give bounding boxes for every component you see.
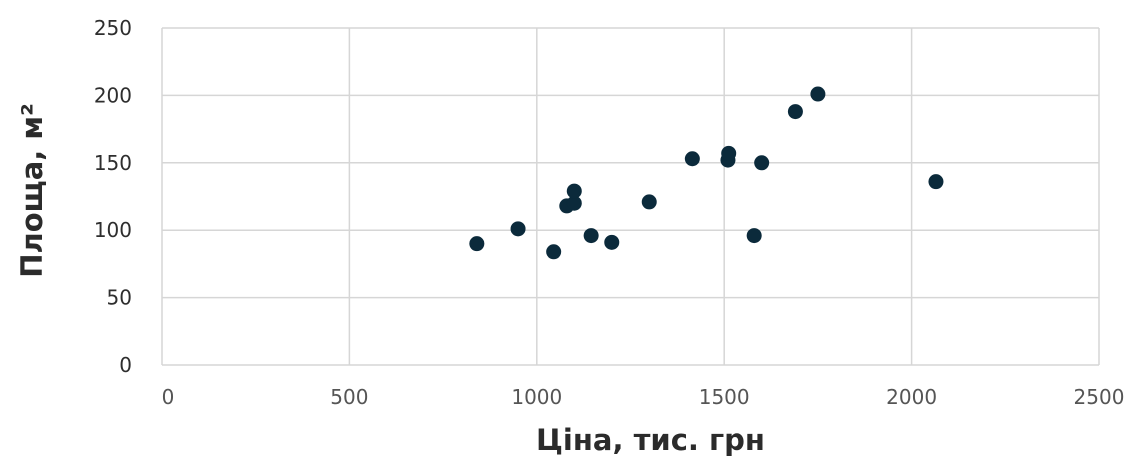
data-point — [566, 183, 582, 199]
x-tick-label: 2500 — [1074, 385, 1125, 409]
data-point — [928, 174, 944, 190]
x-tick-label: 1000 — [511, 385, 562, 409]
data-point — [566, 195, 582, 211]
grid — [161, 27, 1100, 366]
data-point — [510, 221, 526, 237]
data-point — [721, 145, 737, 161]
y-tick-labels: 0 50 100 150 200 250 — [94, 16, 132, 377]
data-point — [604, 234, 620, 250]
x-tick-label: 2000 — [886, 385, 937, 409]
data-point — [746, 228, 762, 244]
x-axis-title: Ціна, тис. грн — [536, 423, 765, 457]
data-point — [469, 236, 485, 252]
data-point — [787, 104, 803, 120]
data-point — [810, 86, 826, 102]
y-tick-label: 100 — [94, 218, 132, 242]
y-tick-label: 0 — [119, 353, 132, 377]
data-point — [583, 228, 599, 244]
data-point — [684, 151, 700, 167]
x-tick-label: 1500 — [699, 385, 750, 409]
data-point — [754, 155, 770, 171]
x-tick-label: 0 — [162, 385, 175, 409]
data-point — [546, 244, 562, 260]
y-tick-label: 250 — [94, 16, 132, 40]
y-tick-label: 50 — [107, 286, 132, 310]
y-tick-label: 150 — [94, 151, 132, 175]
data-point — [641, 194, 657, 210]
x-tick-label: 500 — [330, 385, 368, 409]
y-axis-title: Площа, м² — [15, 103, 49, 278]
y-tick-label: 200 — [94, 83, 132, 107]
data-points — [469, 86, 944, 260]
x-tick-labels: 0 500 1000 1500 2000 2500 — [162, 385, 1125, 409]
